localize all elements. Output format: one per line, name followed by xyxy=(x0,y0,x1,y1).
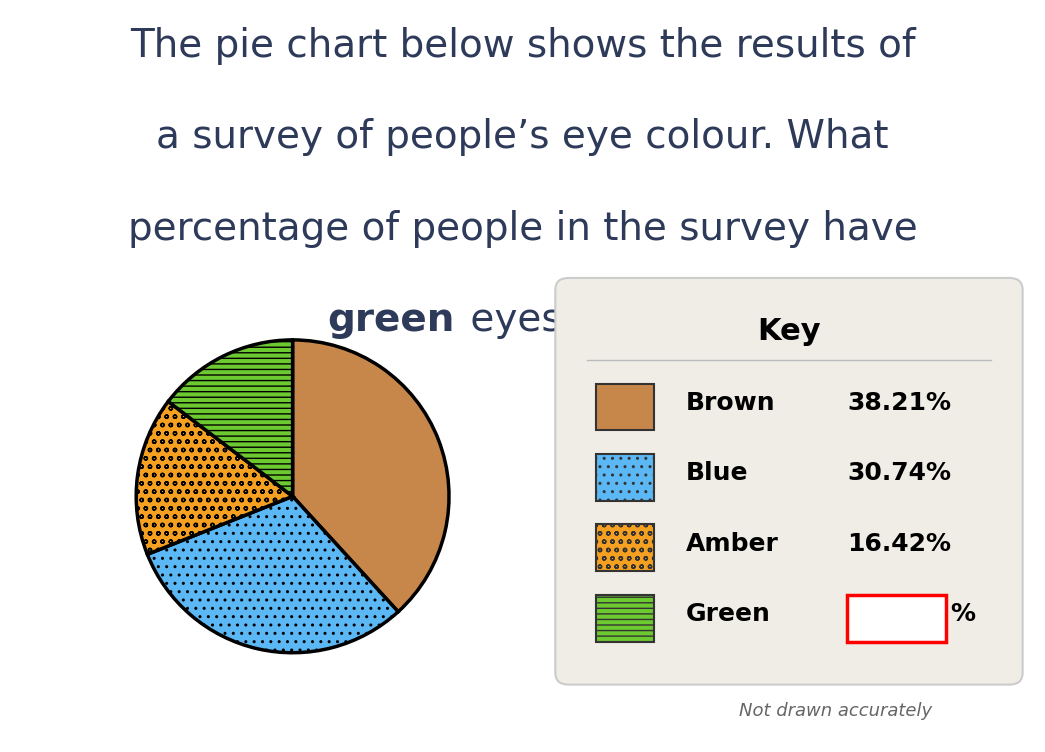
Wedge shape xyxy=(293,340,449,611)
Text: %: % xyxy=(951,602,976,626)
Text: percentage of people in the survey have: percentage of people in the survey have xyxy=(127,210,918,248)
Text: eyes?: eyes? xyxy=(458,301,582,339)
Wedge shape xyxy=(168,340,293,496)
Text: Brown: Brown xyxy=(686,391,775,415)
Text: Not drawn accurately: Not drawn accurately xyxy=(740,702,932,720)
FancyBboxPatch shape xyxy=(555,278,1023,684)
Bar xyxy=(596,595,654,641)
Text: Key: Key xyxy=(758,317,820,346)
Text: 38.21%: 38.21% xyxy=(847,391,951,415)
Bar xyxy=(847,595,947,641)
Text: 16.42%: 16.42% xyxy=(847,532,951,556)
Text: The pie chart below shows the results of: The pie chart below shows the results of xyxy=(130,27,915,65)
Text: 30.74%: 30.74% xyxy=(847,462,951,486)
Wedge shape xyxy=(136,402,293,554)
Wedge shape xyxy=(147,496,398,653)
Bar xyxy=(596,384,654,430)
Text: Blue: Blue xyxy=(686,462,748,486)
Text: Green: Green xyxy=(686,602,770,626)
Bar xyxy=(596,454,654,501)
Text: a survey of people’s eye colour. What: a survey of people’s eye colour. What xyxy=(157,119,888,156)
Text: Amber: Amber xyxy=(686,532,779,556)
Text: green: green xyxy=(327,301,455,339)
Bar xyxy=(596,524,654,572)
